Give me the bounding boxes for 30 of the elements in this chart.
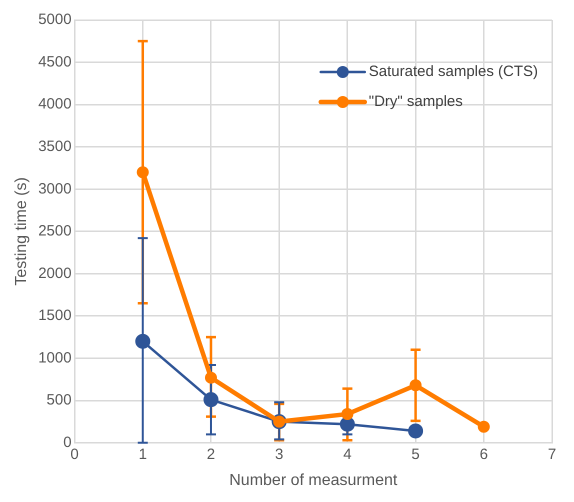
point [410,379,422,392]
y-axis-title: Testing time (s) [13,177,30,286]
point [136,166,149,178]
y-tick-label: 2500 [38,222,72,240]
y-tick-label: 5000 [38,11,72,28]
point [203,392,218,408]
x-tick-label: 7 [548,446,556,463]
y-tick-label: 4500 [38,53,72,70]
y-tick-label: 0 [63,434,72,451]
x-axis-title: Number of measurment [229,472,398,489]
x-tick-label: 1 [138,446,147,463]
y-tick-label: 500 [46,392,72,409]
point [478,420,490,433]
y-tick-label: 3000 [38,180,72,198]
point [408,423,424,438]
point [341,408,354,420]
x-tick-label: 4 [343,446,352,463]
y-tick-label: 1500 [38,307,72,324]
x-tick-label: 2 [206,446,216,463]
y-tick-label: 3500 [38,138,72,155]
y-tick-label: 2000 [38,264,72,282]
x-tick-label: 3 [275,446,284,463]
legend-label: Saturated samples (CTS) [368,63,538,80]
legend-label: "Dry" samples [368,93,463,110]
x-tick-label: 5 [411,446,420,463]
x-tick-label: 6 [480,446,488,463]
y-tick-label: 1000 [38,349,72,366]
point [204,372,217,384]
point [135,334,150,349]
y-tick-label: 4000 [38,96,72,113]
